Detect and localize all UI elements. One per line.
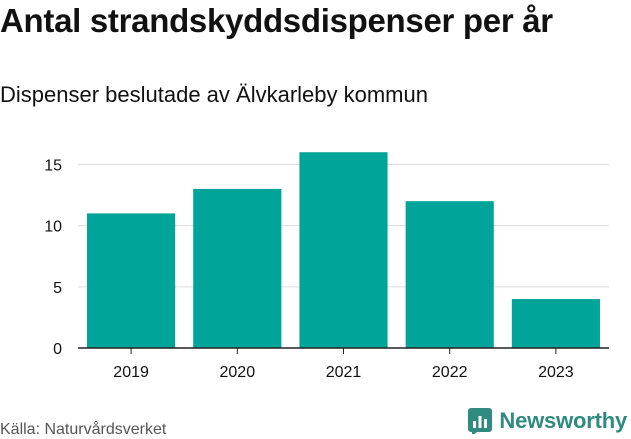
source-note: Källa: Naturvårdsverket [0,421,167,438]
x-tick-label: 2021 [326,364,362,381]
brand-name: Newsworthy [499,408,627,433]
bar [87,213,176,348]
bar [299,152,388,348]
bar [405,201,494,348]
y-tick-label: 15 [44,157,62,174]
bar [511,299,600,348]
y-tick-label: 5 [53,280,62,297]
x-tick-label: 2023 [538,364,574,381]
y-tick-label: 0 [53,341,62,358]
bar-chart-logo-icon [468,408,493,434]
brand-logo: Newsworthy [468,408,627,434]
bar [193,188,282,348]
chart-subtitle: Dispenser beslutade av Älvkarleby kommun [0,82,428,107]
x-tick-label: 2022 [432,364,468,381]
x-tick-label: 2019 [113,364,149,381]
chart-title: Antal strandskyddsdispenser per år [0,2,553,39]
y-tick-label: 10 [44,219,62,236]
x-tick-label: 2020 [220,364,256,381]
